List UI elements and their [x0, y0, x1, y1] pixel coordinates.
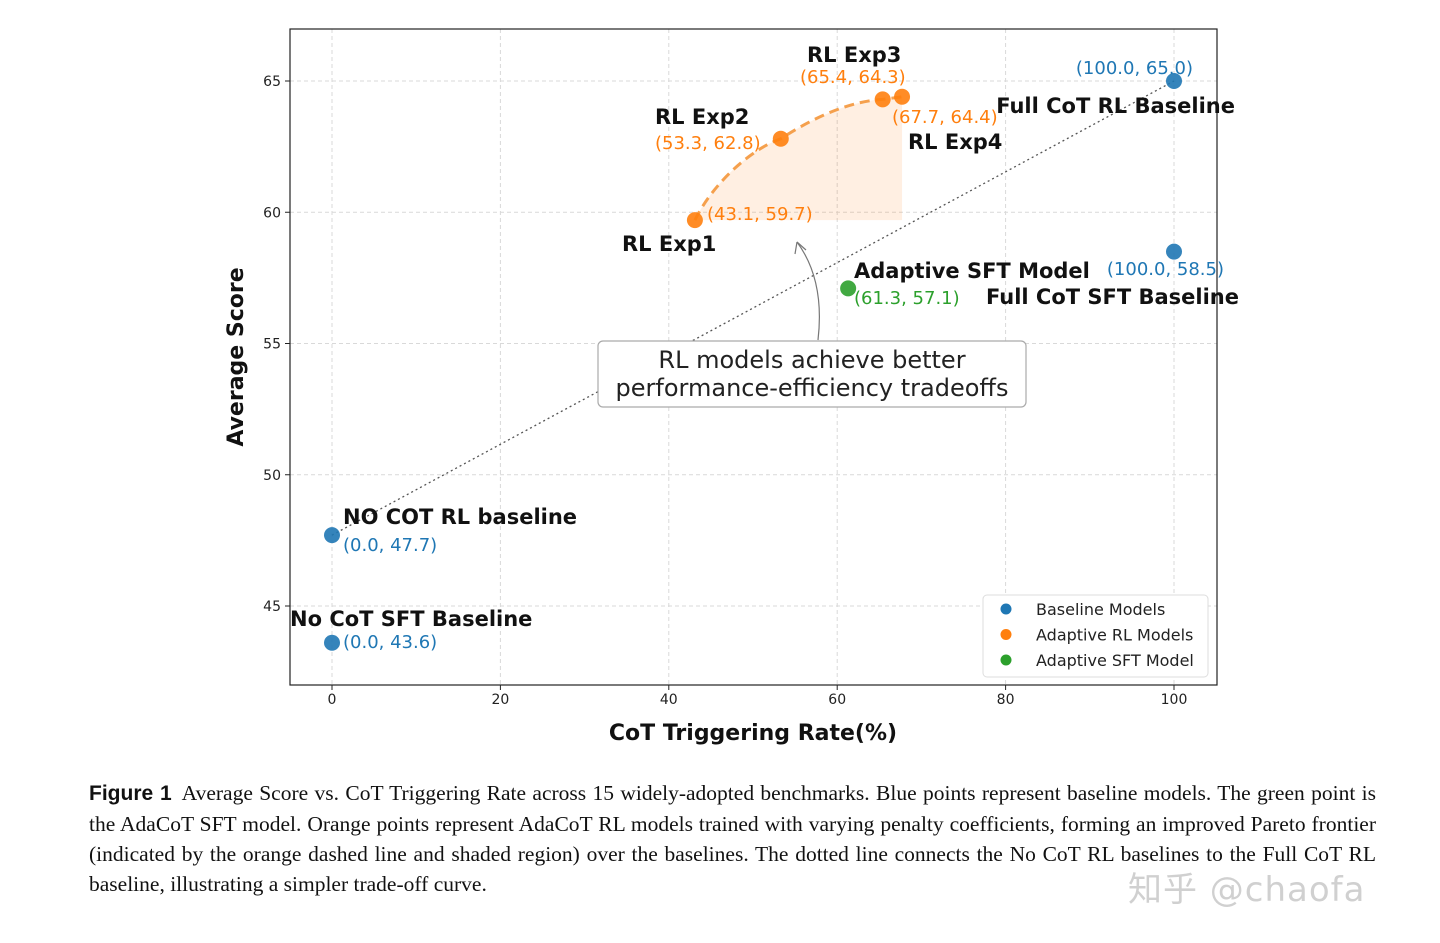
callout-text-line: performance-efficiency tradeoffs — [616, 374, 1009, 402]
data-point — [324, 634, 340, 651]
x-tick-label: 100 — [1161, 692, 1188, 708]
point-name-label: RL Exp4 — [908, 130, 1002, 154]
plot-frame — [289, 28, 1218, 686]
point-coordinate-label: (100.0, 65.0) — [1076, 58, 1193, 79]
point-name-label: RL Exp1 — [622, 232, 716, 256]
x-tick-label: 0 — [328, 692, 337, 708]
data-point — [874, 91, 891, 108]
point-name-label: Full CoT SFT Baseline — [986, 285, 1239, 309]
x-tick-label: 60 — [828, 692, 846, 708]
point-coordinate-label: (0.0, 47.7) — [343, 535, 437, 556]
legend-entry-label: Baseline Models — [1036, 600, 1165, 619]
point-name-label: No CoT SFT Baseline — [290, 607, 532, 631]
x-axis-label: CoT Triggering Rate(%) — [609, 721, 897, 746]
data-point — [772, 130, 789, 147]
figure-label: Figure 1 — [89, 782, 172, 805]
callout-box — [597, 340, 1027, 408]
point-name-label: Full CoT RL Baseline — [996, 94, 1235, 118]
pareto-shaded-region — [694, 96, 903, 221]
data-point — [1166, 243, 1182, 260]
data-point — [324, 527, 340, 544]
legend-marker — [1000, 629, 1012, 640]
y-tick-label: 45 — [263, 599, 281, 615]
x-tick-label: 20 — [491, 692, 509, 708]
point-name-label: RL Exp3 — [807, 43, 901, 67]
legend-entry-label: Adaptive RL Models — [1036, 626, 1193, 645]
callout-arrow — [796, 241, 820, 341]
point-coordinate-label: (65.4, 64.3) — [800, 67, 906, 88]
legend: Baseline Models Adaptive RL Models Adaptiv… — [982, 594, 1209, 678]
caption-text: Average Score vs. CoT Triggering Rate ac… — [89, 781, 1376, 896]
watermark: 知乎 @chaofa — [1128, 870, 1366, 910]
point-coordinate-label: (67.7, 64.4) — [892, 107, 998, 128]
data-point — [840, 280, 857, 297]
point-name-label: Adaptive SFT Model — [854, 259, 1090, 283]
legend-box — [982, 594, 1209, 678]
callout-annotation: RL models achieve betterperformance-effi… — [597, 241, 1027, 408]
axes: 0 20 40 60 80 100 45 50 55 60 65 — [263, 28, 1218, 708]
point-coordinate-label: (43.1, 59.7) — [707, 204, 813, 225]
point-labels: NO COT RL baseline (0.0, 47.7) No CoT SFT … — [290, 43, 1239, 653]
data-points — [324, 73, 1182, 651]
callout-text-line: RL models achieve better — [658, 346, 965, 374]
data-point — [894, 88, 911, 105]
x-tick-label: 80 — [997, 692, 1015, 708]
point-coordinate-label: (61.3, 57.1) — [854, 288, 960, 309]
data-point — [686, 212, 703, 229]
y-tick-label: 60 — [263, 205, 281, 221]
legend-marker — [1000, 603, 1012, 615]
scatter-chart: 0 20 40 60 80 100 45 50 55 60 65 NO COT RL baselin… — [224, 28, 1239, 746]
point-coordinate-label: (100.0, 58.5) — [1107, 259, 1224, 280]
point-coordinate-label: (0.0, 43.6) — [343, 632, 437, 653]
figure-caption: Figure 1 Average Score vs. CoT Triggering… — [89, 778, 1376, 899]
y-tick-label: 50 — [263, 468, 281, 484]
legend-entry-label: Adaptive SFT Model — [1036, 651, 1194, 670]
point-coordinate-label: (53.3, 62.8) — [655, 133, 761, 154]
callout-arrow-head — [794, 241, 807, 255]
data-point — [1166, 73, 1182, 89]
x-tick-label: 40 — [660, 692, 678, 708]
point-name-label: RL Exp2 — [655, 105, 749, 129]
y-tick-label: 55 — [263, 337, 281, 353]
y-axis-label: Average Score — [224, 267, 249, 446]
point-name-label: NO COT RL baseline — [343, 505, 577, 529]
legend-marker — [1000, 654, 1012, 666]
y-tick-label: 65 — [263, 74, 281, 90]
